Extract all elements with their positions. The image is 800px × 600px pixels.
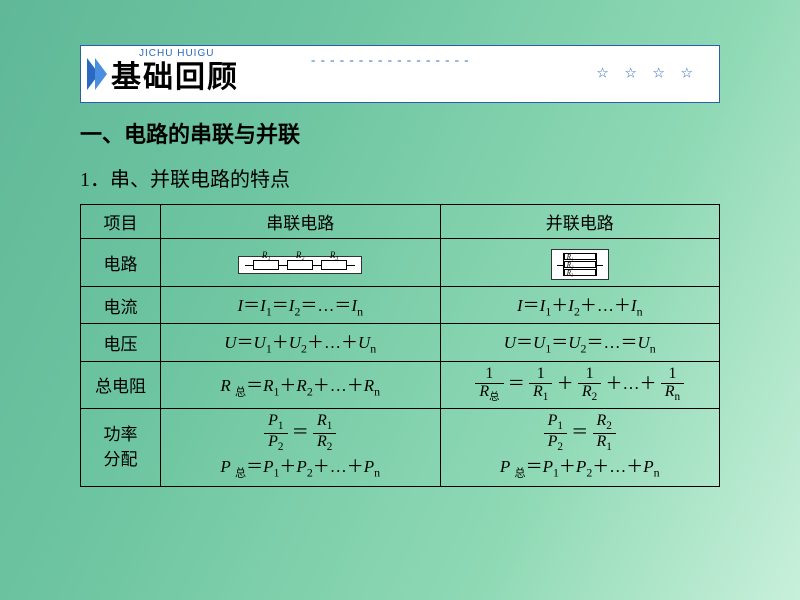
table-row-power: 功率 分配 P1P2 ＝ R1R2 P 总＝P1＋P2＋…＋Pn P1P2 ＝ …: [81, 408, 720, 486]
cell-parallel-resistance: 1R总 ＝ 1R1 ＋ 1R2 ＋…＋ 1Rn: [440, 361, 720, 408]
banner-dashes: - - - - - - - - - - - - - - - - -: [311, 52, 470, 68]
cell-parallel-voltage: U＝U1＝U2＝…＝Un: [440, 324, 720, 361]
banner-pinyin: JICHU HUIGU: [139, 48, 214, 59]
cell-series-resistance: R 总＝R1＋R2＋…＋Rn: [161, 361, 441, 408]
row-label-power: 功率 分配: [81, 408, 161, 486]
cell-parallel-diagram: R₁ R₂ R₃: [440, 239, 720, 287]
section-banner: JICHU HUIGU - - - - - - - - - - - - - - …: [80, 45, 720, 103]
cell-series-diagram: [161, 239, 441, 287]
cell-series-current: I＝I1＝I2＝…＝In: [161, 287, 441, 324]
circuit-comparison-table: 项目 串联电路 并联电路 电路: [80, 204, 720, 487]
row-label-voltage: 电压: [81, 324, 161, 361]
table-row-voltage: 电压 U＝U1＋U2＋…＋Un U＝U1＝U2＝…＝Un: [81, 324, 720, 361]
parallel-circuit-icon: R₁ R₂ R₃: [551, 249, 609, 280]
cell-series-power: P1P2 ＝ R1R2 P 总＝P1＋P2＋…＋Pn: [161, 408, 441, 486]
series-circuit-icon: [238, 256, 362, 274]
cell-parallel-current: I＝I1＋I2＋…＋In: [440, 287, 720, 324]
table-row-header: 项目 串联电路 并联电路: [81, 205, 720, 239]
slide: JICHU HUIGU - - - - - - - - - - - - - - …: [0, 0, 800, 487]
heading-1: 一、电路的串联与并联: [80, 117, 720, 149]
cell-parallel-power: P1P2 ＝ R2R1 P 总＝P1＋P2＋…＋Pn: [440, 408, 720, 486]
th-item: 项目: [81, 205, 161, 239]
table-row-current: 电流 I＝I1＝I2＝…＝In I＝I1＋I2＋…＋In: [81, 287, 720, 324]
heading-2: 1．串、并联电路的特点: [80, 163, 720, 192]
table-row-circuit: 电路: [81, 239, 720, 287]
row-label-circuit: 电路: [81, 239, 161, 287]
row-label-resistance: 总电阻: [81, 361, 161, 408]
th-series: 串联电路: [161, 205, 441, 239]
th-parallel: 并联电路: [440, 205, 720, 239]
row-label-current: 电流: [81, 287, 161, 324]
cell-series-voltage: U＝U1＋U2＋…＋Un: [161, 324, 441, 361]
table-row-resistance: 总电阻 R 总＝R1＋R2＋…＋Rn 1R总 ＝ 1R1 ＋ 1R2 ＋…＋ 1…: [81, 361, 720, 408]
banner-stars: ☆ ☆ ☆ ☆: [596, 66, 699, 83]
chevron-icon: [87, 58, 103, 90]
